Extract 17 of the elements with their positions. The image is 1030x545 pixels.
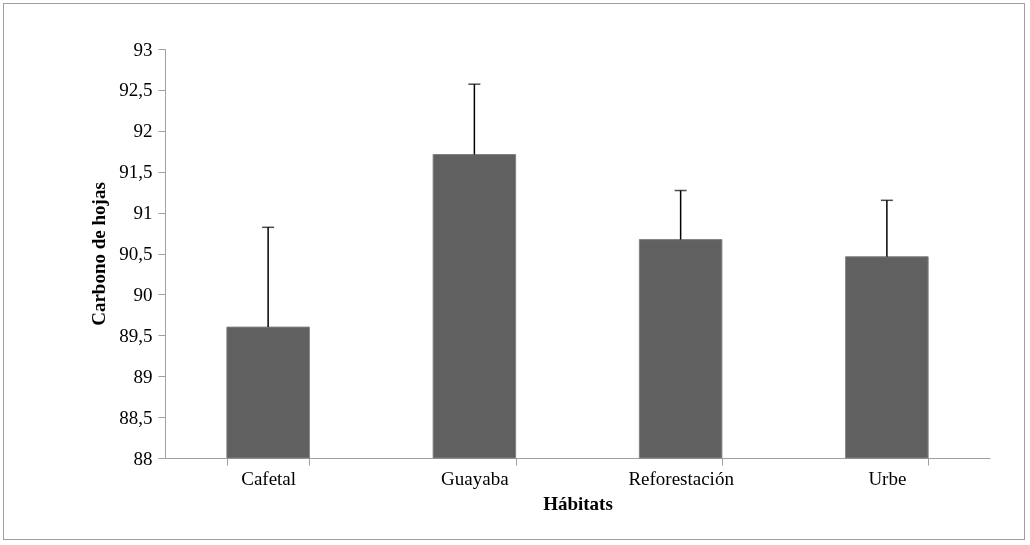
x-tick-label: Cafetal xyxy=(241,467,297,489)
y-tick-label: 92,5 xyxy=(119,79,153,101)
y-tick-label: 91,5 xyxy=(119,161,153,183)
y-tick-label: 93 xyxy=(133,38,153,60)
y-tick-label: 88 xyxy=(133,447,153,469)
y-tick-label: 91 xyxy=(133,202,153,224)
y-tick-label: 92 xyxy=(133,120,153,142)
y-tick-label: 90 xyxy=(133,283,153,305)
y-axis-title: Carbono de hojas xyxy=(88,182,110,326)
x-tick-label: Reforestación xyxy=(628,467,735,489)
y-tick-label: 90,5 xyxy=(119,243,153,264)
y-tick-label: 88,5 xyxy=(119,406,153,428)
y-tick-label: 89 xyxy=(133,365,153,387)
x-tick-label: Guayaba xyxy=(441,467,510,489)
y-tick-label: 89,5 xyxy=(119,324,153,346)
x-axis-title: Hábitats xyxy=(543,492,613,514)
x-tick-label: Urbe xyxy=(868,467,907,489)
